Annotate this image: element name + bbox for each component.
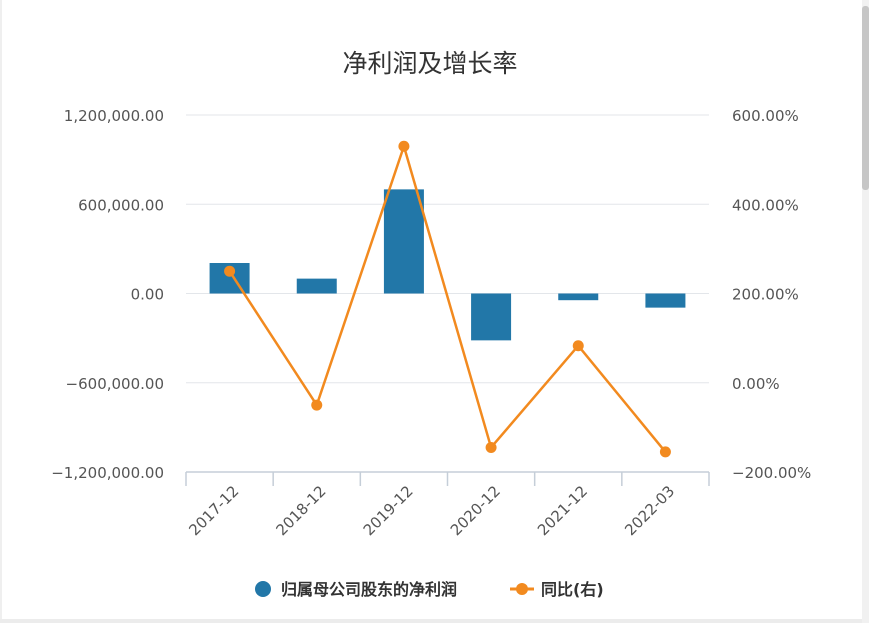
- x-tick-label: 2017-12: [185, 482, 242, 539]
- left-y-axis: 1,200,000.00 600,000.00 0.00 −600,000.00 −1,…: [51, 107, 164, 482]
- line-point: [311, 399, 323, 411]
- x-tick-label: 2018-12: [273, 482, 330, 539]
- line-point: [224, 265, 236, 277]
- left-border: [0, 0, 2, 623]
- left-tick-label: 1,200,000.00: [64, 107, 164, 125]
- legend-line-dot: [516, 583, 528, 595]
- scrollbar-thumb[interactable]: [862, 6, 869, 190]
- right-tick-label: 200.00%: [732, 286, 799, 304]
- left-tick-label: −600,000.00: [66, 375, 164, 393]
- bar: [558, 293, 599, 301]
- legend-line-label: 同比(右): [541, 580, 604, 599]
- line-point: [398, 140, 410, 152]
- scrollbar-track[interactable]: [862, 0, 869, 623]
- x-tick-label: 2021-12: [534, 482, 591, 539]
- line-point: [485, 441, 497, 453]
- line-point: [572, 340, 584, 352]
- legend-bar-label: 归属母公司股东的净利润: [281, 580, 457, 599]
- bar: [471, 293, 512, 341]
- legend-bar-marker: [255, 581, 271, 597]
- x-tick-label: 2020-12: [447, 482, 504, 539]
- left-tick-label: −1,200,000.00: [51, 464, 164, 482]
- right-tick-label: 0.00%: [732, 375, 780, 393]
- right-tick-label: 600.00%: [732, 107, 799, 125]
- left-tick-label: 600,000.00: [78, 196, 164, 214]
- bar-series: [209, 189, 686, 341]
- bar: [645, 293, 686, 308]
- right-tick-label: 400.00%: [732, 196, 799, 214]
- x-axis: 2017-12 2018-12 2019-12 2020-12 2021-12 2022-…: [185, 471, 710, 539]
- growth-line: [228, 144, 667, 453]
- bottom-border: [0, 619, 862, 623]
- line-point: [659, 446, 671, 458]
- chart-title: 净利润及增长率: [342, 49, 517, 78]
- legend[interactable]: 归属母公司股东的净利润 同比(右): [255, 580, 604, 599]
- x-tick-label: 2019-12: [360, 482, 417, 539]
- bar: [296, 278, 337, 294]
- grid-lines: [186, 114, 709, 384]
- line-series: [224, 140, 671, 458]
- right-y-axis: 600.00% 400.00% 200.00% 0.00% −200.00%: [732, 107, 811, 482]
- x-tick-label: 2022-03: [621, 482, 678, 539]
- bar: [383, 189, 424, 294]
- right-tick-label: −200.00%: [732, 464, 811, 482]
- left-tick-label: 0.00: [131, 286, 164, 304]
